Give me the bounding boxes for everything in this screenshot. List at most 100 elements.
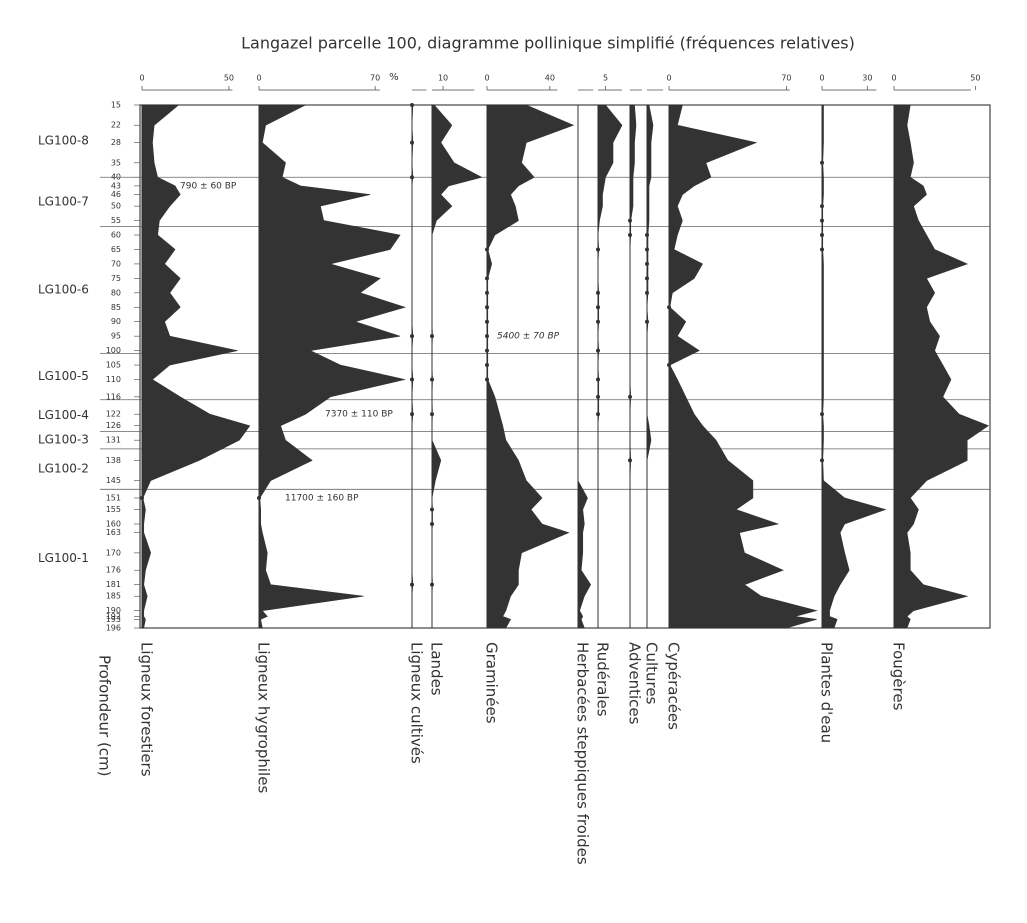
- pollen-area: [821, 104, 887, 629]
- presence-dot: [140, 495, 144, 500]
- y-tick-label: 55: [111, 216, 121, 225]
- presence-dot: [430, 507, 434, 512]
- presence-dot: [596, 394, 600, 399]
- zone-label: LG100-5: [38, 369, 89, 383]
- x-tick-label: 70: [781, 74, 791, 83]
- zone-label: LG100-4: [38, 408, 89, 422]
- presence-dot: [430, 521, 434, 526]
- presence-dot: [410, 175, 414, 180]
- pollen-area: [629, 104, 637, 628]
- presence-dot: [410, 377, 414, 382]
- presence-dot: [628, 233, 632, 238]
- pollen-area: [668, 104, 818, 629]
- y-tick-label: 176: [106, 566, 121, 575]
- series-label: Ligneux cultivés: [408, 642, 426, 764]
- presence-dot: [820, 412, 824, 417]
- presence-dot: [410, 582, 414, 587]
- presence-dot: [667, 305, 671, 310]
- y-tick-label: 160: [106, 519, 121, 528]
- presence-dot: [820, 160, 824, 165]
- pollen-area: [597, 104, 623, 628]
- y-tick-label: 181: [106, 580, 121, 589]
- y-tick-label: 170: [106, 548, 121, 557]
- x-tick-label: 30: [862, 74, 872, 83]
- presence-dot: [410, 103, 414, 107]
- presence-dot: [596, 377, 600, 382]
- x-tick-label: 10: [438, 74, 448, 83]
- zone-label: LG100-2: [38, 462, 89, 476]
- presence-dot: [645, 247, 649, 252]
- presence-dot: [430, 377, 434, 382]
- x-tick-label: 50: [970, 74, 980, 83]
- y-tick-label: 22: [111, 121, 121, 130]
- presence-dot: [257, 495, 261, 500]
- presence-dot: [485, 290, 489, 295]
- x-tick-label: 70: [370, 74, 380, 83]
- y-tick-label: 116: [106, 392, 121, 401]
- presence-dot: [667, 363, 671, 368]
- series-label: Ligneux hygrophiles: [255, 642, 273, 793]
- y-tick-label: 28: [111, 138, 121, 147]
- y-tick-label: 192: [106, 612, 121, 621]
- y-tick-label: 193: [106, 615, 121, 624]
- series-label: Fougères: [890, 642, 908, 711]
- y-tick-label: 75: [111, 274, 121, 283]
- y-tick-label: 43: [111, 181, 121, 190]
- presence-dot: [485, 247, 489, 252]
- presence-dot: [410, 412, 414, 417]
- y-tick-label: 105: [106, 361, 121, 370]
- plot-frame: [139, 104, 991, 629]
- presence-dot: [596, 412, 600, 417]
- series-label: Cultures: [643, 642, 661, 705]
- presence-dot: [596, 290, 600, 295]
- presence-dot: [410, 334, 414, 339]
- presence-dot: [485, 377, 489, 382]
- presence-dot: [820, 458, 824, 463]
- y-tick-label: 65: [111, 245, 121, 254]
- presence-dot: [596, 319, 600, 324]
- presence-dot: [645, 233, 649, 238]
- zone-label: LG100-3: [38, 433, 89, 447]
- presence-dot: [820, 204, 824, 209]
- series-label: Adventices: [626, 642, 644, 725]
- x-tick-label: 40: [545, 74, 555, 83]
- x-tick-label: 0: [256, 74, 261, 83]
- pollen-area: [577, 105, 592, 629]
- pollen-area: [486, 104, 575, 629]
- y-tick-label: 90: [111, 317, 121, 326]
- pollen-area: [258, 104, 407, 629]
- presence-dot: [430, 412, 434, 417]
- y-tick-label: 190: [106, 606, 121, 615]
- y-tick-label: 100: [106, 346, 121, 355]
- pollen-area: [431, 104, 483, 628]
- y-tick-label: 46: [111, 190, 121, 199]
- y-tick-label: 145: [106, 476, 121, 485]
- presence-dot: [820, 218, 824, 223]
- y-tick-label: 151: [106, 493, 121, 502]
- presence-dot: [628, 394, 632, 399]
- y-tick-label: 185: [106, 592, 121, 601]
- y-tick-label: 85: [111, 303, 121, 312]
- series-label: Rudérales: [594, 642, 612, 717]
- presence-dot: [645, 276, 649, 281]
- series-label: Cypéracées: [665, 642, 683, 730]
- y-tick-label: 110: [106, 375, 121, 384]
- presence-dot: [410, 140, 414, 145]
- presence-dot: [485, 334, 489, 339]
- y-tick-label: 70: [111, 259, 121, 268]
- zone-label: LG100-8: [38, 134, 89, 148]
- y-tick-label: 131: [106, 436, 121, 445]
- date-annotation: 11700 ± 160 BP: [285, 493, 359, 503]
- zone-label: LG100-7: [38, 194, 89, 208]
- y-tick-label: 50: [111, 202, 121, 211]
- y-tick-label: 95: [111, 332, 121, 341]
- series-label: Plantes d'eau: [818, 642, 836, 743]
- y-axis-label: Profondeur (cm): [96, 655, 114, 777]
- y-tick-label: 35: [111, 158, 121, 167]
- pollen-area: [893, 104, 990, 629]
- presence-dot: [645, 290, 649, 295]
- y-tick-label: 126: [106, 421, 121, 430]
- x-tick-label: 0: [139, 74, 144, 83]
- presence-dot: [645, 319, 649, 324]
- presence-dot: [596, 247, 600, 252]
